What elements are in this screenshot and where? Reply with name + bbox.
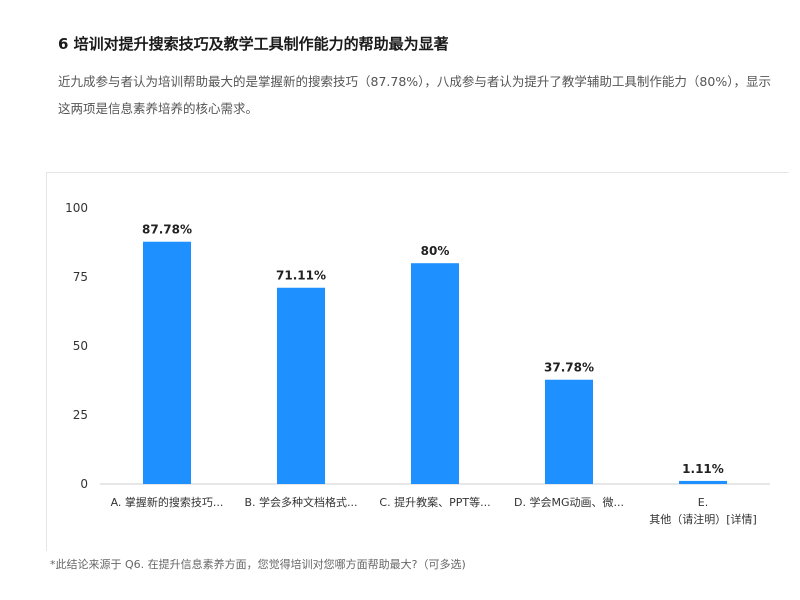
- summary-text: 近九成参与者认为培训帮助最大的是掌握新的搜索技巧（87.78%），八成参与者认为…: [58, 74, 771, 116]
- footnote: *此结论来源于 Q6. 在提升信息素养方面，您觉得培训对您哪方面帮助最大?（可多…: [50, 558, 466, 571]
- y-tick-label: 25: [73, 408, 88, 422]
- data-label: 87.78%: [142, 223, 192, 237]
- category-label: D. 学会MG动画、微...: [514, 495, 624, 509]
- y-tick-label: 75: [73, 270, 88, 284]
- bar: [277, 287, 325, 484]
- bar: [679, 480, 727, 484]
- data-label: 1.11%: [682, 462, 724, 476]
- data-label: 71.11%: [276, 269, 326, 283]
- bar: [411, 263, 459, 484]
- category-label: A. 掌握新的搜索技巧...: [111, 495, 224, 509]
- bar: [143, 241, 191, 484]
- category-label: E.其他（请注明）[详情]: [649, 496, 757, 526]
- chart-frame: [46, 172, 789, 551]
- y-tick-label: 50: [73, 339, 88, 353]
- data-label: 37.78%: [544, 361, 594, 375]
- data-label: 80%: [421, 244, 450, 258]
- y-tick-label: 0: [80, 477, 88, 491]
- page-title: 6 培训对提升搜索技巧及教学工具制作能力的帮助最为显著: [58, 35, 449, 53]
- category-label: C. 提升教案、PPT等...: [379, 495, 490, 509]
- y-tick-label: 100: [65, 201, 88, 215]
- bar: [545, 379, 593, 484]
- category-label: B. 学会多种文档格式...: [244, 495, 357, 509]
